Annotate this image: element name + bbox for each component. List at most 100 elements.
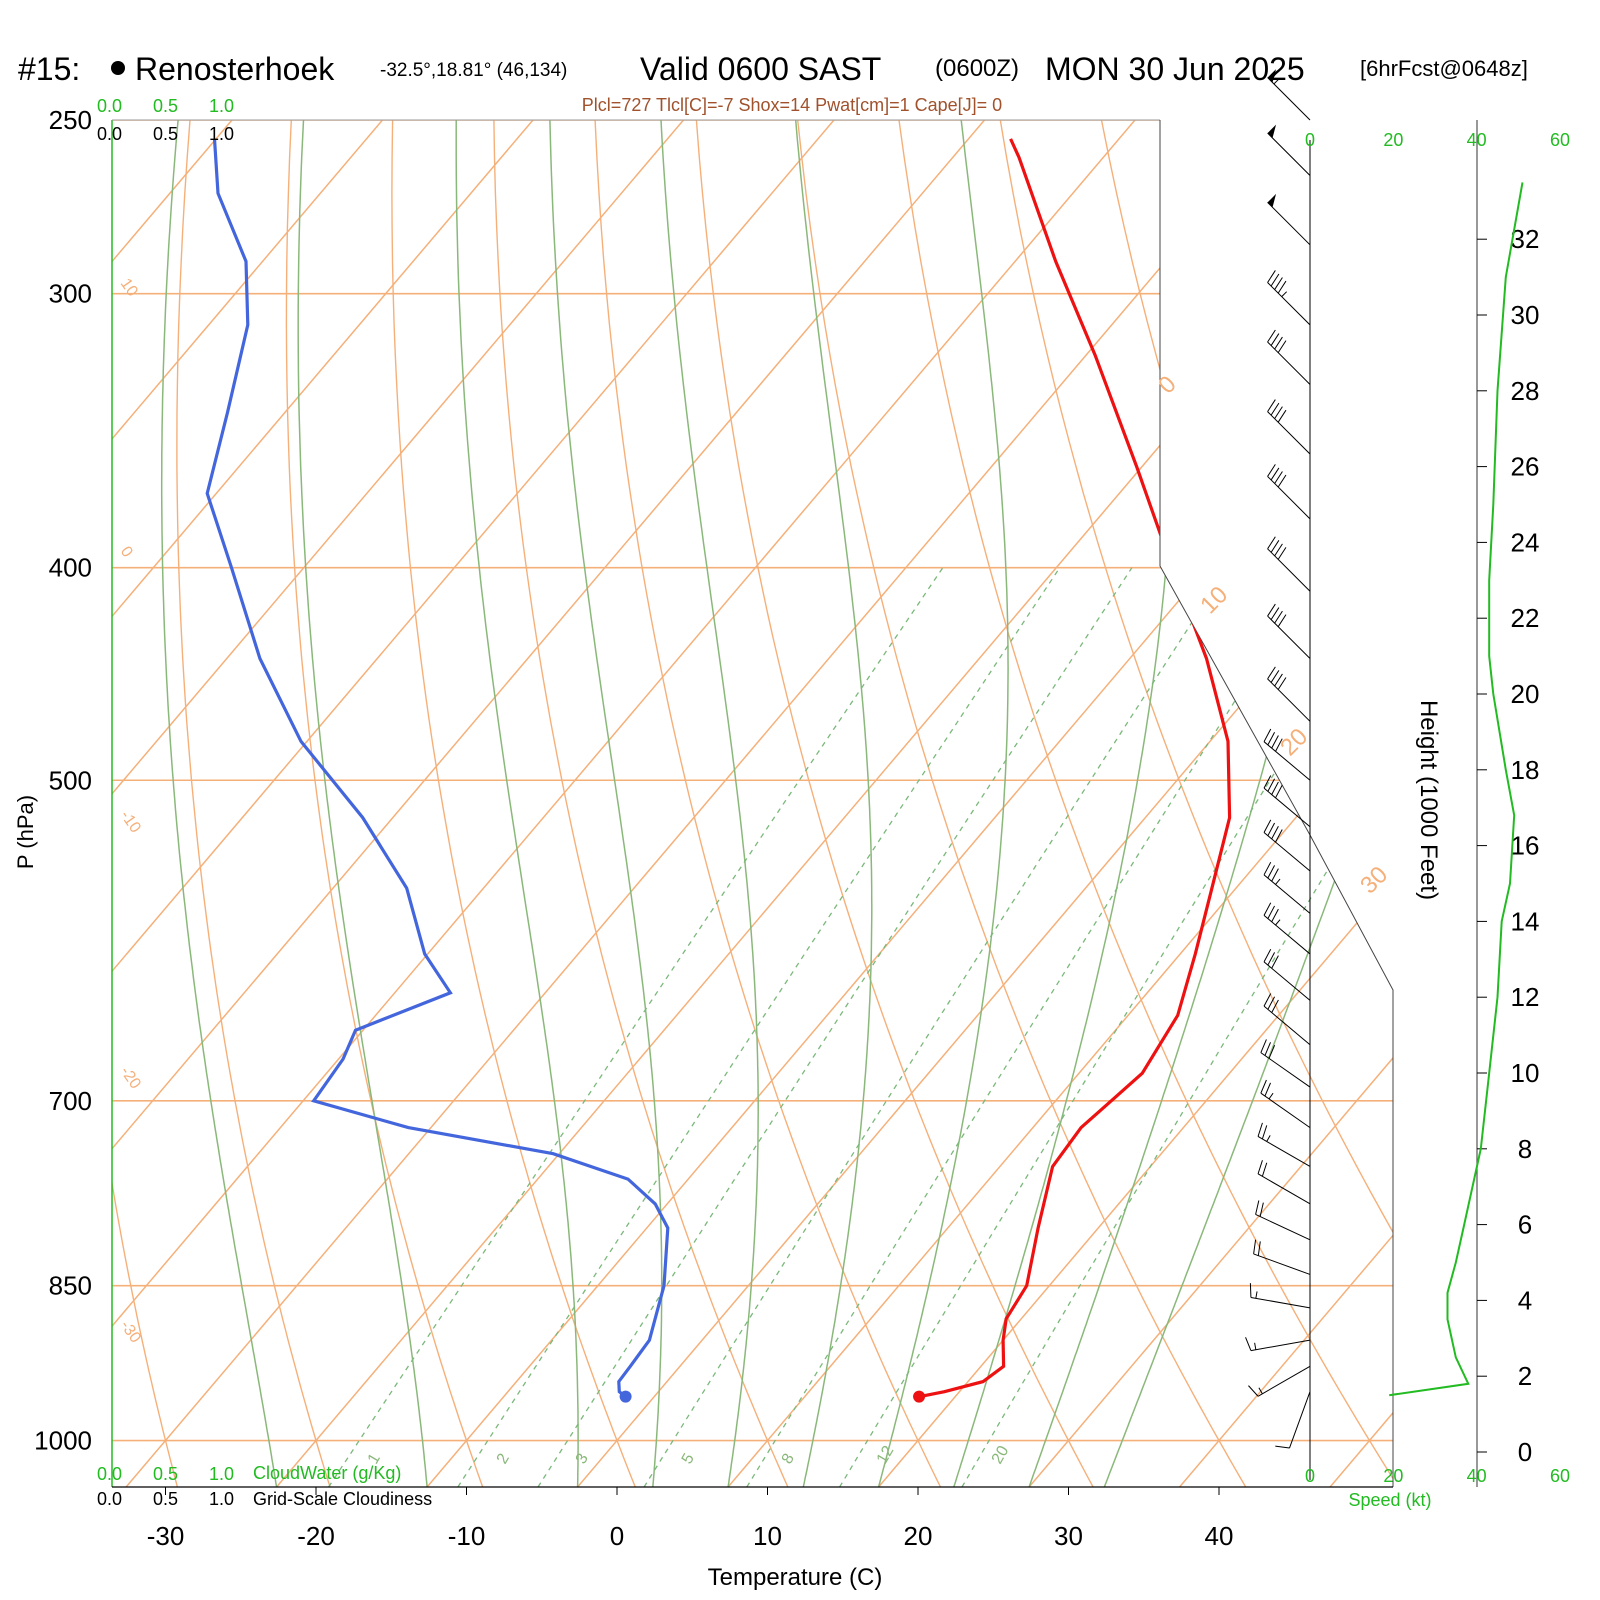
wind-barb (1263, 948, 1311, 1001)
height-axis-title: Height (1000 Feet) (1415, 700, 1442, 900)
station-number: #15: (18, 51, 80, 87)
isotherm-line (426, 120, 1393, 1487)
isotherm-line (112, 120, 534, 1487)
speed-tick-label-bottom: 60 (1550, 1466, 1570, 1486)
height-tick-label: 16 (1511, 831, 1540, 861)
mixing-ratio-label: 12 (874, 1443, 898, 1467)
mixing-ratio-label: 8 (779, 1451, 798, 1467)
wind-barb (1263, 728, 1311, 781)
temperature-tick-label: 0 (610, 1521, 624, 1551)
date-label: MON 30 Jun 2025 (1045, 51, 1305, 87)
isotherm-label-left: -10 (117, 808, 144, 837)
y-axis-title: P (hPa) (13, 795, 38, 869)
dry-adiabat-line (493, 120, 789, 1487)
wind-barb (1267, 536, 1311, 592)
wind-barb (1260, 1079, 1311, 1129)
isotherm-label-left: 10 (117, 276, 141, 300)
height-tick-label: 6 (1518, 1210, 1532, 1240)
height-tick-label: 12 (1511, 982, 1540, 1012)
temperature-tick-label: 30 (1054, 1521, 1083, 1551)
height-tick-label: 30 (1511, 300, 1540, 330)
moist-adiabat-line (1103, 120, 1393, 1487)
dry-adiabat-line (594, 120, 942, 1487)
isotherm-line (727, 120, 1393, 1487)
cloud-scale-top-black-0: 0.0 (97, 124, 122, 144)
mixing-ratio-line (537, 567, 1133, 1487)
wind-speed-line (1389, 182, 1524, 1397)
wind-barb (1257, 1160, 1311, 1205)
valid-label: Valid 0600 SAST (640, 51, 881, 87)
speed-tick-label-top: 40 (1467, 130, 1487, 150)
wind-barb (1263, 819, 1311, 872)
cloudwater-label: CloudWater (g/Kg) (253, 1463, 401, 1483)
temperature-tick-label: 20 (904, 1521, 933, 1551)
right-frame-line (1159, 120, 1394, 1487)
station-coords: -32.5°,18.81° (46,134) (380, 60, 567, 81)
cloud-scale-bottom-green-1: 0.5 (153, 1464, 178, 1484)
isotherm-line (112, 120, 986, 1487)
cloud-scale-top-green-0: 0.0 (97, 96, 122, 116)
surface-temperature-dot (913, 1390, 926, 1403)
isotherm-label-right: 10 (1195, 581, 1233, 619)
cloud-scale-bottom-green-2: 1.0 (209, 1464, 234, 1484)
height-tick-label: 18 (1511, 755, 1540, 785)
cloud-scale-bottom-black-0: 0.0 (97, 1489, 122, 1509)
forecast-label: [6hrFcst@0648z] (1360, 56, 1528, 81)
wind-barb (1267, 193, 1311, 246)
pressure-tick-label: 300 (49, 279, 92, 309)
dry-adiabat-line (1202, 120, 1393, 1487)
moist-adiabat-line (877, 120, 1009, 1487)
isotherm-line (878, 120, 1393, 1487)
height-tick-label: 8 (1518, 1134, 1532, 1164)
moist-adiabat-line (549, 120, 663, 1487)
dewpoint-line (205, 138, 670, 1398)
isotherm-line (577, 120, 1393, 1487)
height-tick-label: 26 (1511, 452, 1540, 482)
sounding-series (205, 138, 1232, 1399)
wind-barb (1267, 270, 1311, 326)
cloudiness-label: Grid-Scale Cloudiness (253, 1489, 432, 1509)
speed-tick-label-bottom: 20 (1383, 1466, 1403, 1486)
plot-frame (111, 119, 1394, 1488)
temperature-tick-label: -20 (297, 1521, 335, 1551)
pressure-tick-label: 1000 (34, 1426, 92, 1456)
moist-adiabat-line (455, 120, 579, 1487)
isotherm-line (1329, 120, 1393, 1487)
wind-barb (1267, 603, 1311, 659)
isotherm-line (1481, 120, 1600, 1487)
wind-barb (1267, 666, 1311, 722)
wind-barb (1245, 1337, 1311, 1352)
mixing-ratio-label: 3 (573, 1451, 592, 1467)
surface-dewpoint-dot (619, 1390, 632, 1403)
wind-barb (1260, 1039, 1311, 1088)
mixing-ratio-line (457, 567, 1061, 1487)
isotherm-label-left: 0 (117, 544, 136, 561)
wind-panel (1245, 69, 1311, 1480)
isotherm-label-left: -20 (117, 1064, 144, 1093)
dry-adiabat-line (176, 120, 331, 1487)
cloud-scale-bottom-green-0: 0.0 (97, 1464, 122, 1484)
isotherm-line (1028, 120, 1393, 1487)
isotherm-line (125, 120, 1287, 1487)
isotherm-line (112, 120, 685, 1487)
height-tick-label: 32 (1511, 224, 1540, 254)
pressure-tick-label: 250 (49, 105, 92, 135)
thermo-background-lines (112, 120, 1600, 1487)
dry-adiabat-line (112, 120, 179, 1487)
mixing-ratio-line (643, 567, 1228, 1487)
temperature-line (918, 138, 1232, 1399)
x-axis-title: Temperature (C) (708, 1564, 883, 1591)
speed-axis-label: Speed (kt) (1348, 1490, 1431, 1510)
moist-adiabat-line (160, 120, 278, 1487)
wind-barb (1263, 861, 1311, 914)
isotherm-line (112, 120, 1136, 1487)
wind-barb (1275, 1391, 1311, 1449)
mixing-ratio-line (839, 567, 1393, 1487)
wind-barb (1263, 902, 1311, 955)
isotherm-line (1179, 120, 1393, 1487)
wind-barb (1255, 1200, 1311, 1241)
cloud-scale-top-green-1: 0.5 (153, 96, 178, 116)
moist-adiabat-line (297, 120, 428, 1487)
dry-adiabat-line (999, 120, 1393, 1487)
